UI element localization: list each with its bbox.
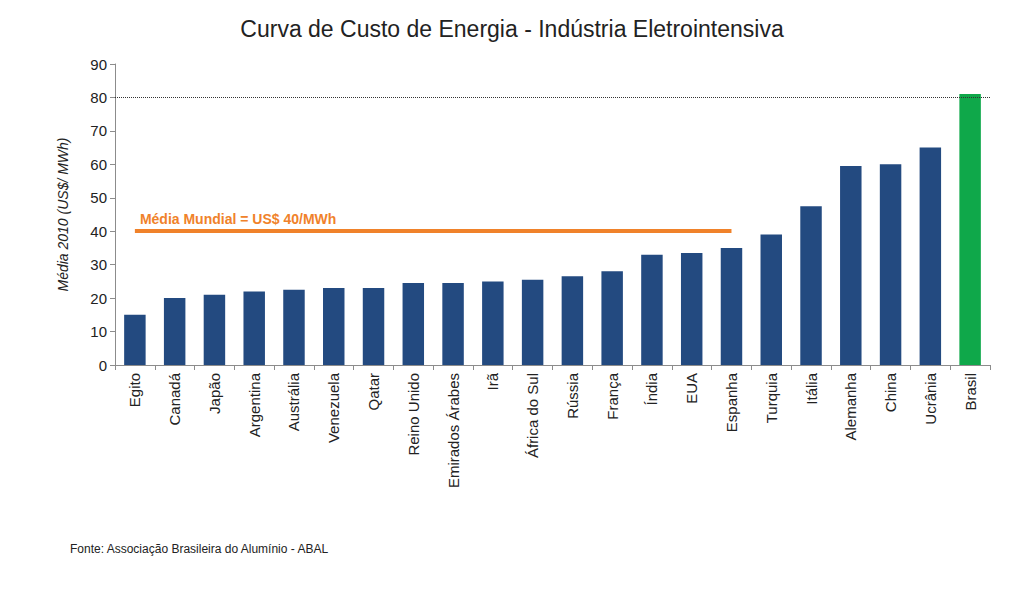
svg-text:EUA: EUA bbox=[683, 373, 700, 404]
svg-text:60: 60 bbox=[90, 156, 107, 173]
svg-text:França: França bbox=[604, 372, 621, 419]
svg-text:Índia: Índia bbox=[643, 372, 660, 405]
svg-text:Alemanha: Alemanha bbox=[842, 372, 859, 440]
svg-text:Canadá: Canadá bbox=[166, 372, 183, 425]
svg-text:Emirados Árabes: Emirados Árabes bbox=[445, 373, 462, 488]
svg-text:Turquia: Turquia bbox=[763, 372, 780, 423]
svg-text:30: 30 bbox=[90, 256, 107, 273]
svg-text:Qatar: Qatar bbox=[365, 373, 382, 411]
svg-text:Fonte: Associação Brasileira d: Fonte: Associação Brasileira do Alumínio… bbox=[70, 542, 328, 556]
svg-text:Brasil: Brasil bbox=[962, 373, 979, 411]
svg-text:Argentina: Argentina bbox=[246, 372, 263, 437]
svg-text:80: 80 bbox=[90, 89, 107, 106]
svg-text:Média Mundial = US$ 40/MWh: Média Mundial = US$ 40/MWh bbox=[140, 211, 336, 227]
svg-text:Ucrânia: Ucrânia bbox=[922, 372, 939, 424]
svg-text:20: 20 bbox=[90, 290, 107, 307]
svg-text:China: China bbox=[882, 372, 899, 412]
svg-text:Espanha: Espanha bbox=[723, 372, 740, 432]
svg-text:70: 70 bbox=[90, 122, 107, 139]
svg-text:Venezuela: Venezuela bbox=[325, 372, 342, 443]
svg-text:Egito: Egito bbox=[126, 373, 143, 407]
svg-text:40: 40 bbox=[90, 223, 107, 240]
svg-text:Austrália: Austrália bbox=[285, 372, 302, 431]
svg-text:África do Sul: África do Sul bbox=[524, 373, 541, 458]
svg-text:Média 2010 (US$/ MWh): Média 2010 (US$/ MWh) bbox=[55, 137, 71, 291]
svg-text:Reino Unido: Reino Unido bbox=[405, 373, 422, 456]
svg-text:50: 50 bbox=[90, 189, 107, 206]
svg-text:10: 10 bbox=[90, 323, 107, 340]
svg-text:90: 90 bbox=[90, 56, 107, 73]
svg-text:Irã: Irã bbox=[484, 372, 501, 390]
svg-text:0: 0 bbox=[99, 357, 107, 374]
svg-text:Rússia: Rússia bbox=[564, 372, 581, 419]
svg-text:Japão: Japão bbox=[206, 373, 223, 414]
svg-text:Itália: Itália bbox=[803, 372, 820, 404]
svg-text:Curva de Custo de Energia - In: Curva de Custo de Energia - Indústria El… bbox=[240, 16, 784, 42]
